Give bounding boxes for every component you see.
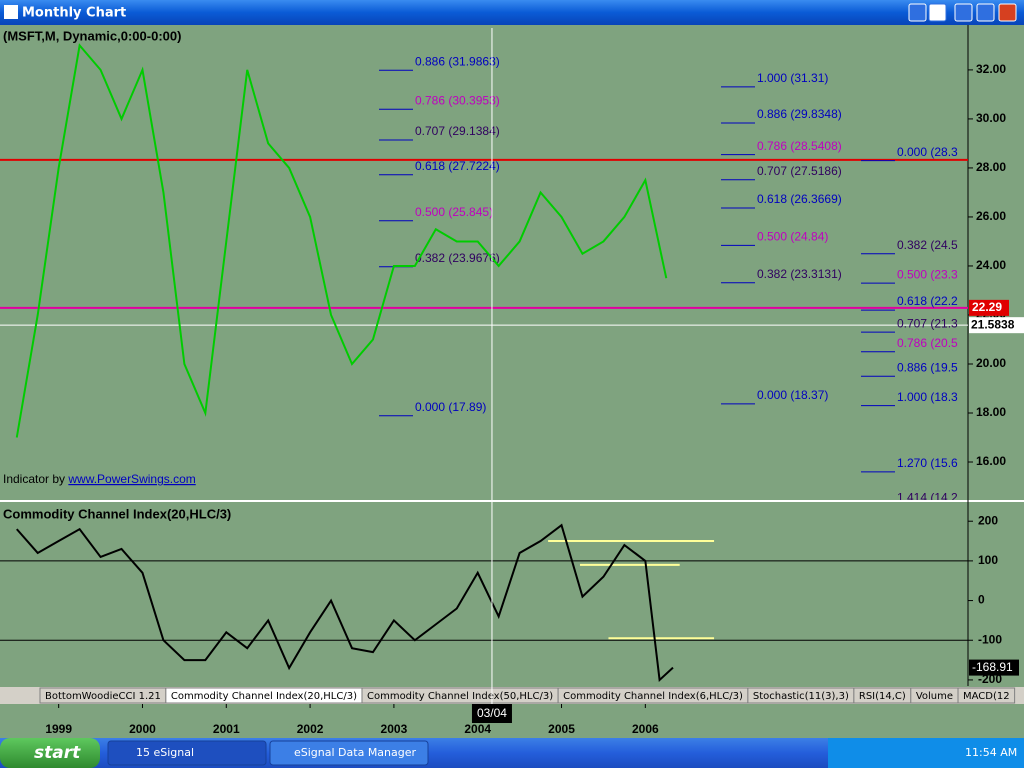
chart-area <box>0 25 1024 738</box>
x-tick-label: 2003 <box>381 722 408 736</box>
fib-label: 1.000 (31.31) <box>757 71 828 85</box>
fib-label: 0.707 (29.1384) <box>415 124 500 138</box>
y-tick-label: 24.00 <box>976 258 1006 272</box>
tab-label: MACD(12 <box>963 691 1010 702</box>
tab-label: Commodity Channel Index(6,HLC/3) <box>563 691 743 702</box>
last-price-label: 22.29 <box>972 300 1002 314</box>
fib-label: 0.000 (18.37) <box>757 388 828 402</box>
y-tick-label: 20.00 <box>976 356 1006 370</box>
y-tick-label: 0 <box>978 593 985 607</box>
tab-label: RSI(14,C) <box>859 691 906 702</box>
y-tick-label: 30.00 <box>976 111 1006 125</box>
cci-series <box>16 523 674 682</box>
tab-label: Commodity Channel Index(50,HLC/3) <box>367 691 553 702</box>
x-tick-label: 2000 <box>129 722 156 736</box>
cursor-label-box <box>471 704 512 723</box>
fib-label: 0.618 (27.7224) <box>415 159 500 173</box>
fib-label: 0.000 (17.89) <box>415 400 486 414</box>
chart-title: (MSFT,M, Dynamic,0:00-0:00) <box>3 28 181 43</box>
fib-label: 0.382 (24.5 <box>897 238 958 252</box>
fib-label: 0.382 (23.3131) <box>757 267 842 281</box>
fib-label: 0.786 (30.3953) <box>415 93 500 107</box>
x-tick-label: 2004 <box>464 722 491 736</box>
cursor-price-label: 21.5838 <box>971 317 1015 331</box>
cursor-price-box <box>969 317 1024 334</box>
dropdown-button[interactable] <box>908 3 927 22</box>
y-tick-label: 26.00 <box>976 209 1006 223</box>
x-tick-label: 2001 <box>213 722 240 736</box>
cursor-label: 03/04 <box>477 706 507 720</box>
fib-label: 0.886 (31.9863) <box>415 54 500 68</box>
taskbar-label: eSignal Data Manager <box>294 746 417 759</box>
fib-label: 0.886 (29.8348) <box>757 107 842 121</box>
fib-label: 0.618 (26.3669) <box>757 192 842 206</box>
tab-label: Commodity Channel Index(20,HLC/3) <box>171 691 357 702</box>
tab[interactable] <box>957 687 1016 704</box>
y-tick-label: -100 <box>978 632 1002 646</box>
start-label: start <box>34 743 81 763</box>
close-button[interactable] <box>998 3 1017 22</box>
fib-label: 0.500 (24.84) <box>757 230 828 244</box>
last-price-box <box>969 299 1009 316</box>
fib-label: 1.270 (15.6 <box>897 456 958 470</box>
annotation-link[interactable]: www.PowerSwings.com <box>67 472 195 486</box>
y-tick-label: 100 <box>978 553 998 567</box>
price-panel: 0.886 (31.9863) 0.786 (30.3953) 0.707 (29.… <box>0 43 968 504</box>
fib-label: 0.000 (28.3 <box>897 145 958 159</box>
pin-button[interactable] <box>928 3 947 22</box>
restore-button[interactable] <box>976 3 995 22</box>
x-tick-label: 2005 <box>548 722 575 736</box>
taskbar-item[interactable] <box>107 740 267 766</box>
annotation: Indicator by www.PowerSwings.com <box>3 472 196 486</box>
y-tick-label: 200 <box>978 513 998 527</box>
taskbar-label: 15 eSignal <box>136 746 194 759</box>
x-tick-label: 1999 <box>45 722 72 736</box>
last-value-label: -168.91 <box>972 660 1013 674</box>
fib-label: 1.000 (18.3 <box>897 390 958 404</box>
fib-label: 0.786 (28.5408) <box>757 139 842 153</box>
fib-label: 1.414 (14.2 <box>897 490 958 504</box>
taskbar-item[interactable] <box>269 740 429 766</box>
start-button[interactable] <box>0 738 100 768</box>
panel-title: Commodity Channel Index(20,HLC/3) <box>3 506 231 521</box>
title-bar <box>0 0 1024 25</box>
window-title: Monthly Chart <box>22 6 126 21</box>
tab-label: Volume <box>916 691 953 702</box>
system-tray <box>828 738 1024 768</box>
fib-label: 0.382 (23.9676) <box>415 251 500 265</box>
y-tick-label: 16.00 <box>976 454 1006 468</box>
fib-label: 0.886 (19.5 <box>897 360 958 374</box>
x-tick-label: 2006 <box>632 722 659 736</box>
y-tick-label: 28.00 <box>976 160 1006 174</box>
fib-label: 0.618 (22.2 <box>897 294 958 308</box>
tab-label: BottomWoodieCCI 1.21 <box>45 691 161 702</box>
x-tick-label: 2002 <box>297 722 324 736</box>
y-tick-label: -200 <box>978 672 1002 686</box>
clock: 11:54 AM <box>965 746 1017 759</box>
fib-label: 0.786 (20.5 <box>897 336 958 350</box>
fib-label: 0.500 (23.3 <box>897 267 958 281</box>
minimize-button[interactable] <box>954 3 973 22</box>
y-tick-label: 32.00 <box>976 62 1006 76</box>
fib-label: 0.707 (27.5186) <box>757 164 842 178</box>
annotation-text: Indicator by <box>3 472 68 486</box>
fib-label: 0.500 (25.845) <box>415 205 493 219</box>
cci-panel <box>0 523 968 682</box>
tab-label: Stochastic(11(3),3) <box>753 691 849 702</box>
price-series <box>15 43 668 438</box>
last-value-box <box>969 659 1019 676</box>
y-tick-label: 18.00 <box>976 405 1006 419</box>
app-icon <box>4 5 18 19</box>
fib-label: 0.707 (21.3 <box>897 316 958 330</box>
